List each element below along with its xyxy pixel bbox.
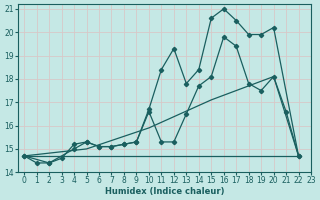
X-axis label: Humidex (Indice chaleur): Humidex (Indice chaleur) — [105, 187, 224, 196]
